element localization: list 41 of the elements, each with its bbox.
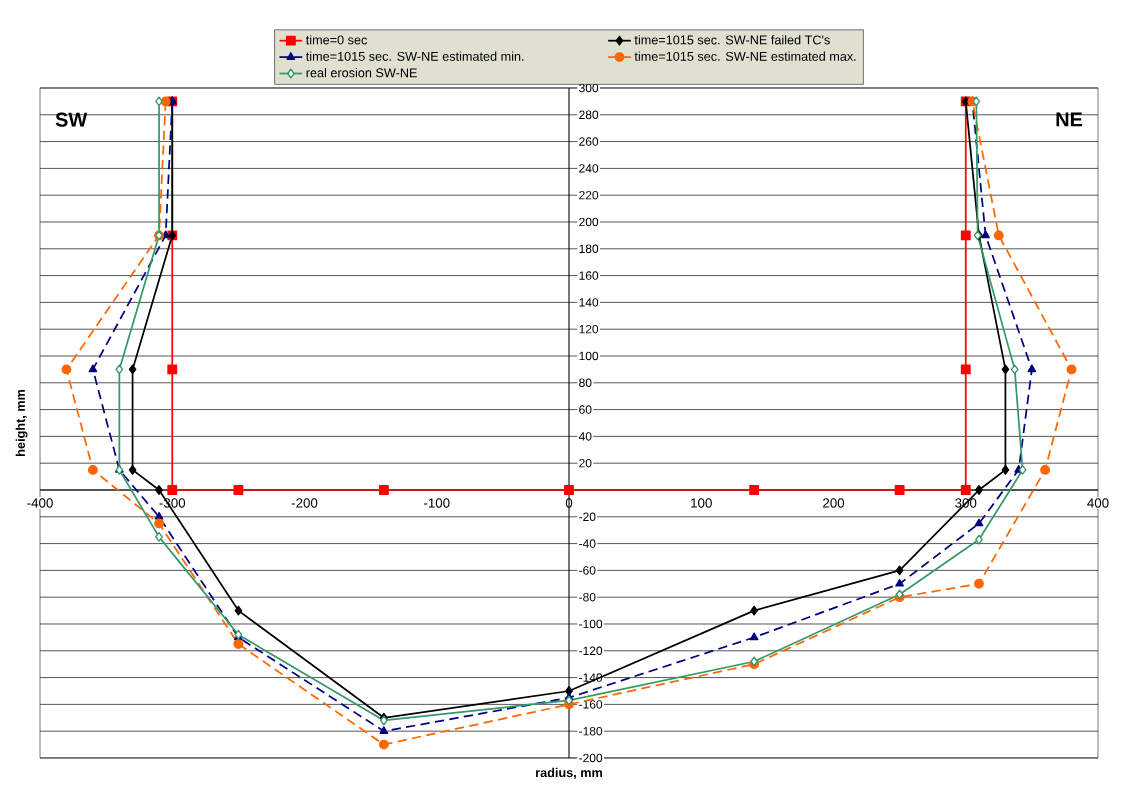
annotation: NE	[1056, 112, 1083, 127]
y-tick-label: -60	[579, 566, 596, 575]
legend-label: time=0 sec	[305, 35, 368, 45]
y-tick-label: 100	[579, 351, 599, 361]
y-tick-label: -160	[579, 700, 603, 709]
x-tick-label: 400	[1087, 498, 1109, 508]
y-tick-label: 20	[579, 458, 592, 468]
y-tick-label: 240	[579, 164, 599, 173]
x-axis-title: radius, mm	[536, 767, 602, 779]
x-tick-label: -100	[424, 498, 450, 508]
y-tick-label: -140	[579, 673, 603, 682]
annotation: SW	[55, 112, 88, 127]
y-tick-label: -120	[579, 646, 603, 656]
y-tick-label: 260	[579, 137, 599, 146]
x-tick-label: -200	[291, 498, 318, 508]
y-tick-label: 160	[579, 271, 599, 280]
y-tick-label: 180	[579, 244, 599, 254]
x-tick-label: 200	[823, 498, 845, 508]
y-tick-label: 220	[579, 190, 599, 200]
legend-label: time=1015 sec. SW-NE estimated max.	[634, 51, 856, 61]
y-tick-label: -180	[579, 726, 603, 736]
legend-label: time=1015 sec. SW-NE estimated min.	[305, 51, 524, 61]
y-tick-label: 120	[579, 324, 599, 334]
y-tick-label: -80	[579, 592, 596, 602]
y-tick-label: 80	[579, 378, 592, 388]
y-tick-label: -20	[579, 512, 596, 522]
y-tick-label: 40	[578, 432, 592, 441]
y-tick-label: -200	[579, 753, 603, 763]
y-tick-label: 60	[579, 405, 592, 414]
y-axis-title: height, mm	[15, 390, 28, 456]
legend-label: real erosion SW-NE	[306, 67, 417, 78]
x-tick-label: 0	[565, 498, 573, 508]
legend-label: time=1015 sec. SW-NE failed TC's	[634, 35, 830, 45]
y-tick-label: -40	[579, 539, 596, 548]
y-tick-label: 300	[579, 83, 599, 93]
y-tick-label: -100	[579, 619, 603, 629]
y-tick-label: 140	[579, 298, 599, 307]
y-tick-label: 200	[579, 217, 599, 227]
x-tick-label: 100	[691, 498, 712, 508]
x-tick-label: -400	[27, 498, 53, 508]
y-tick-label: 280	[579, 110, 599, 120]
